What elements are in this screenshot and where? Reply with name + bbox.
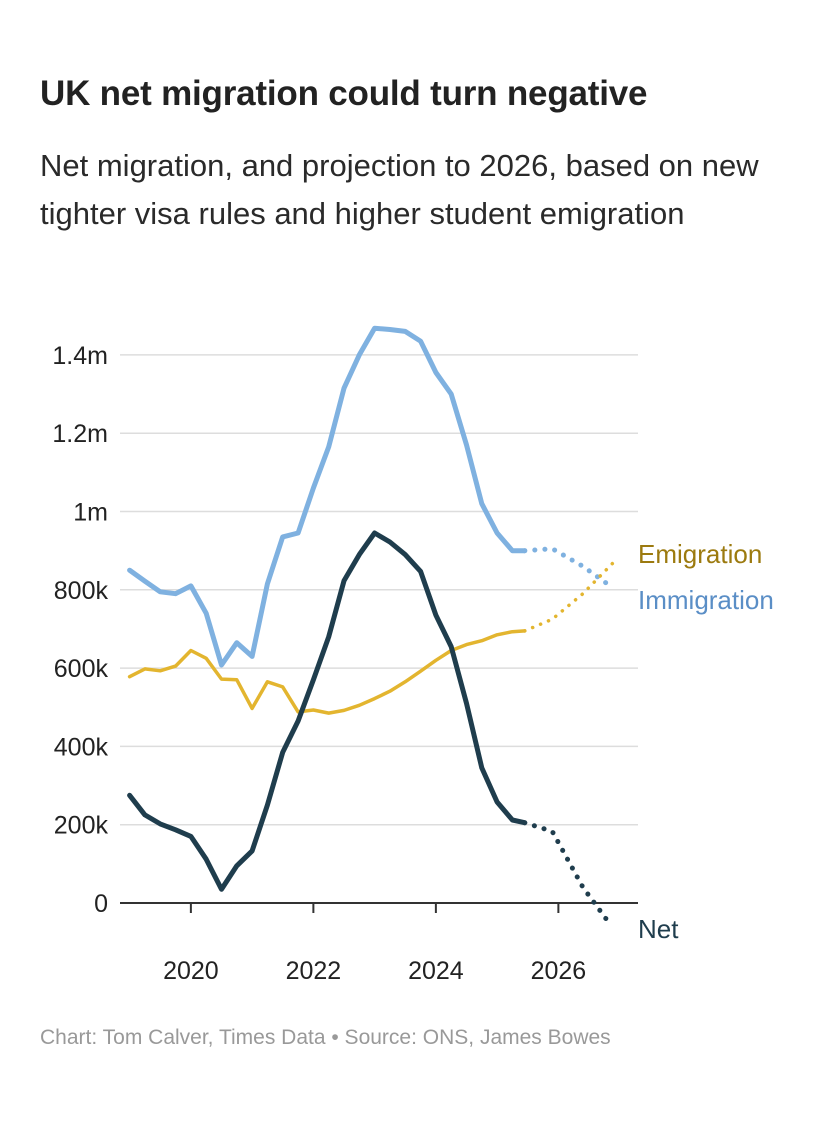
chart-credit: Chart: Tom Calver, Times Data • Source: … (40, 1026, 611, 1049)
immigration-projection-line (522, 546, 610, 587)
gridlines (120, 354, 638, 904)
chart-title: UK net migration could turn negative (40, 74, 648, 113)
series-labels: Immigration Emigration Net (638, 539, 774, 944)
x-axis: 2020 2022 2024 2026 (163, 903, 586, 985)
series-lines (127, 325, 616, 924)
y-tick-label: 1m (73, 499, 108, 527)
immigration-line (127, 325, 528, 668)
y-tick-label: 600k (54, 655, 109, 683)
x-tick-label: 2026 (531, 957, 587, 985)
y-tick-label: 400k (54, 733, 109, 761)
emigration-line (127, 629, 527, 715)
y-axis-labels: 0 200k 400k 600k 800k 1m 1.2m 1.4m (52, 342, 108, 918)
y-tick-label: 800k (54, 577, 109, 605)
emigration-projection-line (522, 560, 616, 633)
y-tick-label: 200k (54, 812, 109, 840)
x-tick-label: 2022 (286, 957, 342, 985)
line-chart: 0 200k 400k 600k 800k 1m 1.2m 1.4m 2020 2022 2024… (52, 325, 774, 985)
chart-subtitle: Net migration, and projection to 2026, b… (40, 148, 759, 231)
emigration-series-label: Emigration (638, 539, 762, 569)
immigration-series-label: Immigration (638, 585, 774, 615)
y-tick-label: 0 (94, 890, 108, 918)
y-tick-label: 1.4m (52, 342, 108, 370)
net-series-label: Net (638, 914, 679, 944)
x-tick-label: 2024 (408, 957, 464, 985)
x-tick-label: 2020 (163, 957, 219, 985)
y-tick-label: 1.2m (52, 420, 108, 448)
net-line (127, 530, 528, 892)
net-projection-line (522, 820, 610, 924)
